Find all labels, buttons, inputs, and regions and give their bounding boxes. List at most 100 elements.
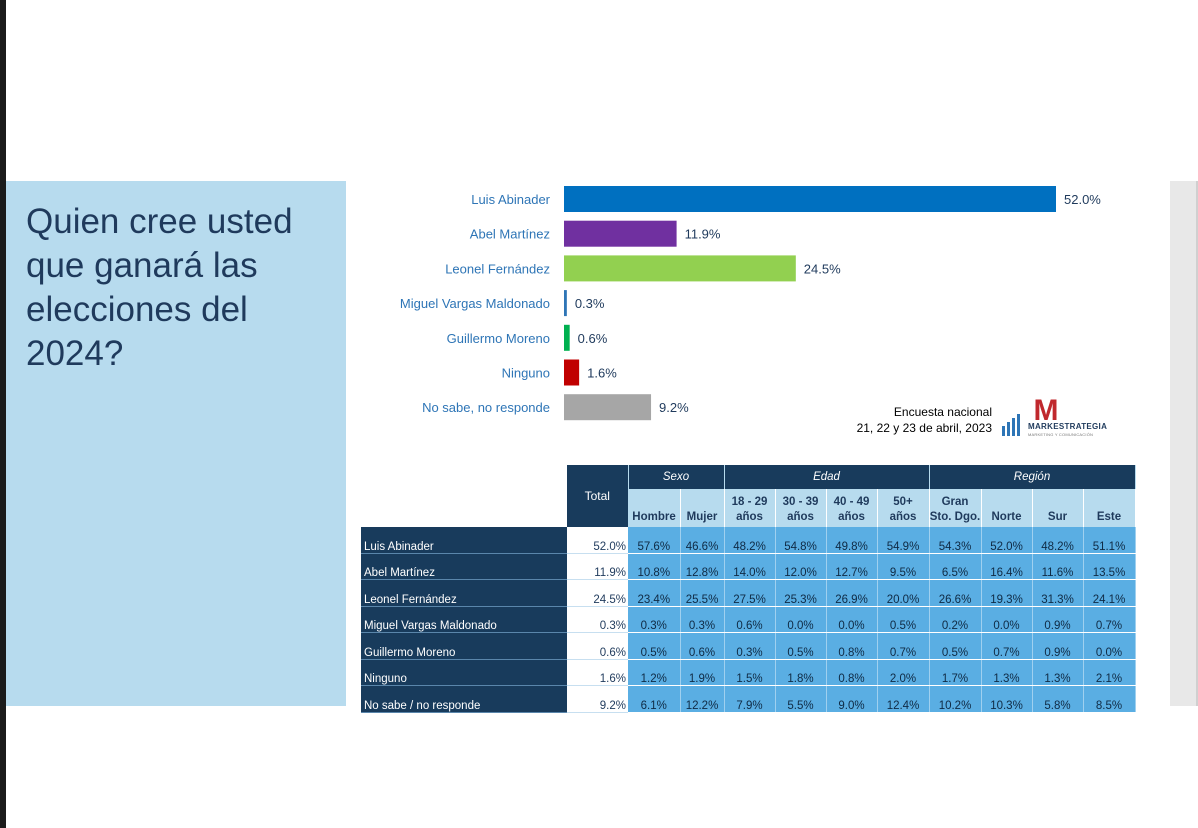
bar (564, 359, 580, 386)
table-cell: 49.8% (826, 527, 878, 554)
table-cell: 5.8% (1032, 685, 1084, 713)
table-cell: 13.5% (1083, 553, 1136, 580)
question-title: Quien cree usted que ganará las eleccion… (26, 202, 293, 373)
table-cell: 2.0% (877, 659, 930, 686)
subheader-line: Este (1096, 511, 1122, 523)
subheader-cell: 30 - 39 años (775, 489, 827, 527)
table-cell: 1.7% (929, 659, 982, 686)
table-cell: 1.3% (1032, 659, 1084, 686)
table-cell: 0.7% (1083, 606, 1136, 633)
table-cell: 54.3% (929, 527, 982, 554)
row-label: Miguel Vargas Maldonado (361, 606, 567, 633)
survey-note-line1: Encuesta nacional (893, 405, 992, 419)
subheader-line: 50+ (893, 496, 913, 508)
table-cell: 0.6% (724, 606, 776, 633)
table-corner (361, 465, 567, 527)
row-total: 24.5% (567, 579, 628, 607)
table-row: Leonel Fernández 24.5% 23.4% 25.5% 27.5% 25.3… (361, 579, 1136, 607)
table-cell: 8.5% (1083, 685, 1136, 713)
bar (564, 324, 570, 351)
subheader-cell: 50+ años (877, 489, 930, 527)
table-cell: 12.0% (775, 553, 827, 580)
table-cell: 0.6% (680, 632, 725, 660)
table-row: Luis Abinader 52.0% 57.6% 46.6% 48.2% 54.8% 49… (361, 527, 1136, 554)
table-cell: 0.3% (680, 606, 725, 633)
bar-category-label: Leonel Fernández (445, 261, 550, 276)
table-cell: 0.5% (877, 606, 930, 633)
table-cell: 0.0% (981, 606, 1033, 633)
logo-mark-icon: M (1002, 394, 1059, 436)
subheader-line: Mujer (686, 511, 718, 523)
bar (564, 255, 796, 282)
survey-note-line2: 21, 22 y 23 de abril, 2023 (856, 421, 992, 435)
table-cell: 12.4% (877, 685, 930, 713)
row-total: 11.9% (567, 553, 628, 580)
table-cell: 0.3% (628, 606, 681, 633)
table-cell: 52.0% (981, 527, 1033, 554)
table-cell: 0.8% (826, 632, 878, 660)
subheader-line: Hombre (632, 511, 676, 523)
row-total: 0.6% (567, 632, 628, 660)
table-cell: 14.0% (724, 553, 776, 580)
bar-value-label: 0.3% (575, 296, 605, 311)
table-row: Abel Martínez 11.9% 10.8% 12.8% 14.0% 12.0% 12… (361, 553, 1136, 580)
subheader-line: años (889, 511, 917, 523)
bar-value-label: 0.6% (578, 331, 608, 346)
bar-value-label: 1.6% (587, 366, 617, 381)
subheader-line: años (736, 511, 763, 523)
bar-value-label: 52.0% (1064, 192, 1101, 207)
table-cell: 1.5% (724, 659, 776, 686)
table-cell: 6.1% (628, 685, 681, 713)
left-edge-bar (0, 0, 6, 828)
table-cell: 0.7% (877, 632, 930, 660)
header-group-region: Región (929, 465, 1136, 489)
right-edge-panel (1170, 181, 1198, 706)
table-cell: 57.6% (628, 527, 681, 554)
table-cell: 12.7% (826, 553, 878, 580)
bar-category-label: No sabe, no responde (422, 400, 550, 415)
table-cell: 54.8% (775, 527, 827, 554)
logo-wordmark: MARKESTRATEGIA (1028, 422, 1108, 431)
bar-value-label: 24.5% (804, 261, 841, 276)
subheader-line: 18 - 29 (731, 496, 768, 508)
table-cell: 5.5% (775, 685, 827, 713)
table-cell: 19.3% (981, 579, 1033, 607)
subheader-cell: Norte (981, 489, 1033, 527)
row-total: 9.2% (567, 685, 628, 713)
table-cell: 0.0% (775, 606, 827, 633)
logo-letter: M (1034, 396, 1059, 427)
bar-category-label: Abel Martínez (470, 227, 550, 242)
subheader-line: 40 - 49 (833, 496, 870, 508)
bar-value-label: 11.9% (685, 227, 721, 242)
subheader-cell: 18 - 29 años (724, 489, 776, 527)
table-cell: 9.5% (877, 553, 930, 580)
table-cell: 7.9% (724, 685, 776, 713)
table-cell: 54.9% (877, 527, 930, 554)
crosstab-table: Total Sexo Edad Región Hombre Mujer 18 - 2… (361, 465, 1136, 713)
table-cell: 0.9% (1032, 632, 1084, 660)
bar-category-label: Guillermo Moreno (447, 331, 550, 346)
table-cell: 48.2% (1032, 527, 1084, 554)
table-cell: 11.6% (1032, 553, 1084, 580)
question-panel (6, 181, 346, 706)
logo-tagline: MARKETING Y COMUNICACIÓN (1028, 432, 1094, 437)
table-cell: 0.3% (724, 632, 776, 660)
row-label: Abel Martínez (361, 553, 567, 580)
bar (564, 220, 677, 247)
subheader-line: Gran (941, 496, 969, 508)
bar (564, 394, 652, 421)
table-cell: 2.1% (1083, 659, 1136, 686)
row-label: Leonel Fernández (361, 579, 567, 607)
table-row: Miguel Vargas Maldonado 0.3% 0.3% 0.3% 0.6% 0… (361, 606, 1136, 633)
bar (564, 290, 567, 317)
table-cell: 48.2% (724, 527, 776, 554)
row-label: Guillermo Moreno (361, 632, 567, 660)
table-cell: 0.0% (826, 606, 878, 633)
subheader-line: Sur (1047, 511, 1068, 523)
row-label: No sabe / no responde (361, 685, 567, 713)
table-row: No sabe / no responde 9.2% 6.1% 12.2% 7.9% 5.… (361, 685, 1136, 713)
table-cell: 0.9% (1032, 606, 1084, 633)
bar-value-label: 9.2% (659, 400, 689, 415)
table-cell: 0.5% (628, 632, 681, 660)
subheader-cell: Gran Sto. Dgo. (929, 489, 982, 527)
